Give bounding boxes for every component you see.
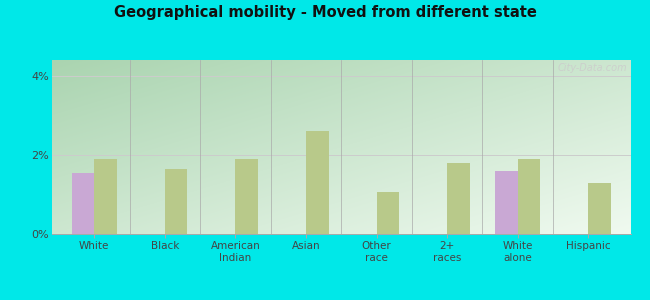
Bar [447, 163, 470, 234]
Bar [306, 131, 328, 234]
Bar [72, 173, 94, 234]
Bar [588, 183, 611, 234]
Bar [165, 169, 187, 234]
Text: Geographical mobility - Moved from different state: Geographical mobility - Moved from diffe… [114, 4, 536, 20]
Bar [495, 171, 517, 234]
Bar [235, 159, 258, 234]
Bar [376, 193, 399, 234]
Bar [517, 159, 540, 234]
Bar [94, 159, 117, 234]
Text: City-Data.com: City-Data.com [558, 64, 628, 74]
